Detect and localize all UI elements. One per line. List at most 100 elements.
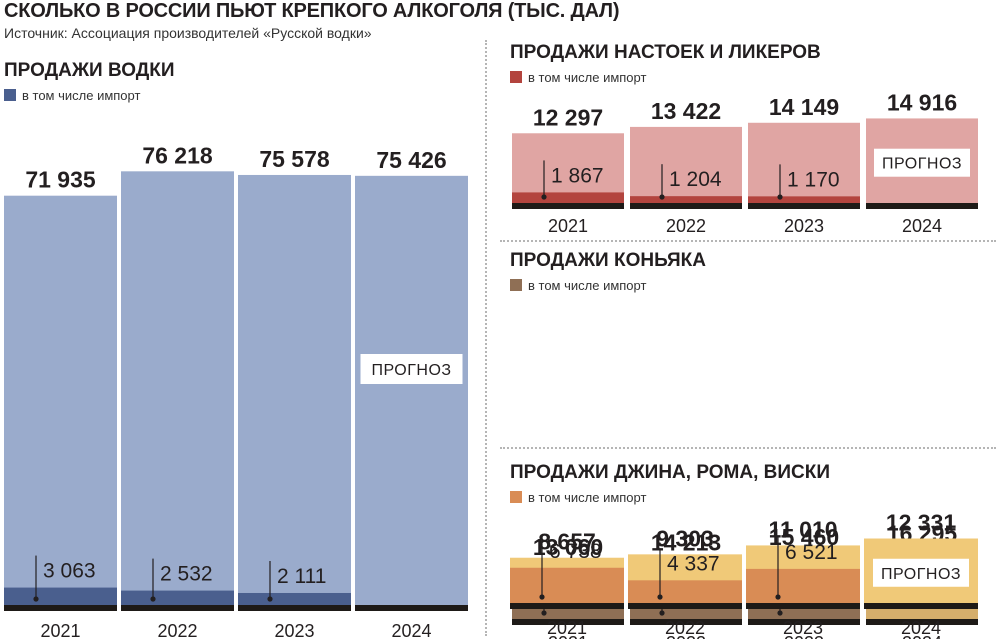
bar-base — [866, 203, 978, 209]
year-label: 2023 — [784, 633, 824, 639]
import-bar — [238, 592, 351, 605]
import-bar — [746, 568, 860, 603]
chart-title: ПРОДАЖИ ДЖИНА, РОМА, ВИСКИ — [510, 462, 830, 483]
year-label: 2022 — [665, 618, 705, 638]
import-leader-dot — [267, 596, 273, 602]
chart-title: ПРОДАЖИ ВОДКИ — [4, 60, 175, 81]
total-value-label: 12 297 — [533, 104, 603, 130]
import-value-label: 6 521 — [785, 541, 838, 564]
bar-group: 1 867 12 297 2021 — [512, 104, 624, 236]
legend-swatch — [4, 89, 16, 101]
bar-base — [746, 603, 860, 609]
bar-base — [748, 619, 860, 625]
horizontal-divider — [500, 447, 996, 449]
total-value-label: 13 060 — [533, 534, 603, 560]
liqueurs-chart: ПРОДАЖИ НАСТОЕК И ЛИКЕРОВ в том числе им… — [510, 42, 988, 238]
legend: в том числе импорт — [4, 88, 140, 103]
total-value-label: 9 303 — [656, 525, 714, 551]
legend: в том числе импорт — [510, 70, 646, 85]
legend-swatch — [510, 279, 522, 291]
bar-base — [121, 605, 234, 611]
total-value-label: 14 916 — [887, 89, 957, 115]
total-value-label: 8 657 — [538, 529, 596, 555]
bar-base — [510, 603, 624, 609]
total-value-label: 76 218 — [142, 142, 213, 168]
bar-base — [512, 619, 624, 625]
year-label: 2024 — [902, 216, 942, 236]
year-label: 2023 — [783, 618, 823, 638]
bar-group: 3 063 71 935 2021 — [4, 167, 117, 639]
bar-base — [864, 603, 978, 609]
total-value-label: 12 331 — [886, 510, 957, 536]
bar-group: 14 916 2024 ПРОГНОЗ — [866, 89, 978, 236]
bar-group: 2 111 75 578 2023 — [238, 146, 351, 639]
import-bar — [510, 567, 624, 603]
import-bar — [512, 192, 624, 203]
year-label: 2022 — [157, 621, 197, 639]
legend-label: в том числе импорт — [528, 278, 647, 293]
horizontal-divider — [500, 240, 996, 242]
bar-base — [630, 203, 742, 209]
bar-group: 2 532 76 218 2022 — [121, 142, 234, 639]
liqueurs-chart-svg: 1 867 12 297 2021 1 204 13 422 2022 1 170 14 14… — [512, 89, 978, 236]
year-label: 2024 — [902, 633, 942, 639]
forecast-label: ПРОГНОЗ — [882, 156, 962, 173]
forecast-box — [874, 148, 970, 177]
total-value-label: 71 935 — [25, 167, 96, 193]
total-value-label: 14 149 — [769, 94, 839, 120]
legend-label: в том числе импорт — [22, 88, 141, 103]
chart-title: ПРОДАЖИ КОНЬЯКА — [510, 250, 706, 271]
bar-base — [630, 619, 742, 625]
import-leader-dot — [33, 596, 39, 602]
import-bar — [121, 590, 234, 605]
total-value-label: 13 422 — [651, 98, 721, 124]
total-bar — [748, 122, 860, 203]
import-value-label: 1 170 — [787, 168, 840, 191]
legend-label: в том числе импорт — [528, 490, 647, 505]
bar-base — [628, 603, 742, 609]
forecast-label: ПРОГНОЗ — [371, 362, 451, 379]
year-label: 2021 — [548, 216, 588, 236]
import-leader-dot — [150, 596, 156, 602]
year-label: 2022 — [666, 216, 706, 236]
legend-swatch — [510, 71, 522, 83]
main-title: СКОЛЬКО В РОССИИ ПЬЮТ КРЕПКОГО АЛКОГОЛЯ … — [4, 0, 620, 22]
total-bar — [355, 175, 468, 605]
import-value-label: 3 063 — [43, 560, 96, 583]
import-leader-dot — [657, 594, 663, 600]
total-value-label: 75 426 — [376, 147, 446, 173]
vodka-chart: ПРОДАЖИ ВОДКИ в том числе импорт 3 063 71… — [4, 60, 470, 639]
import-bar — [630, 196, 742, 203]
import-value-label: 1 204 — [669, 168, 722, 191]
bar-base — [4, 605, 117, 611]
source-note: Источник: Ассоциация производителей «Рус… — [4, 25, 372, 41]
import-leader-dot — [539, 594, 545, 600]
year-label: 2024 — [901, 618, 941, 638]
bar-base — [355, 605, 468, 611]
bar-group: 75 426 2024 ПРОГНОЗ — [355, 147, 468, 639]
bar-group: 1 204 13 422 2022 — [630, 98, 742, 236]
total-bar — [4, 195, 117, 605]
year-label: 2024 — [391, 621, 431, 639]
import-bar — [748, 196, 860, 203]
bar-base — [748, 203, 860, 209]
chart-title: ПРОДАЖИ НАСТОЕК И ЛИКЕРОВ — [510, 42, 821, 63]
year-label: 2021 — [548, 633, 588, 639]
total-value-label: 11 010 — [768, 516, 837, 542]
total-bar — [630, 126, 742, 203]
bar-group: 12 331 2024 ПРОГНОЗ — [864, 510, 978, 638]
import-value-label: 2 532 — [160, 563, 213, 586]
total-bar — [121, 171, 234, 605]
legend: в том числе импорт — [510, 278, 646, 293]
year-label: 2021 — [547, 618, 587, 638]
legend-label: в том числе импорт — [528, 70, 647, 85]
import-leader-dot — [775, 594, 781, 600]
total-bar — [512, 133, 624, 203]
vodka-chart-svg: 3 063 71 935 2021 2 532 76 218 2022 2 111 75 57… — [4, 142, 468, 639]
vertical-divider — [485, 40, 487, 636]
bar-base — [512, 203, 624, 209]
legend: в том числе импорт — [510, 490, 646, 505]
